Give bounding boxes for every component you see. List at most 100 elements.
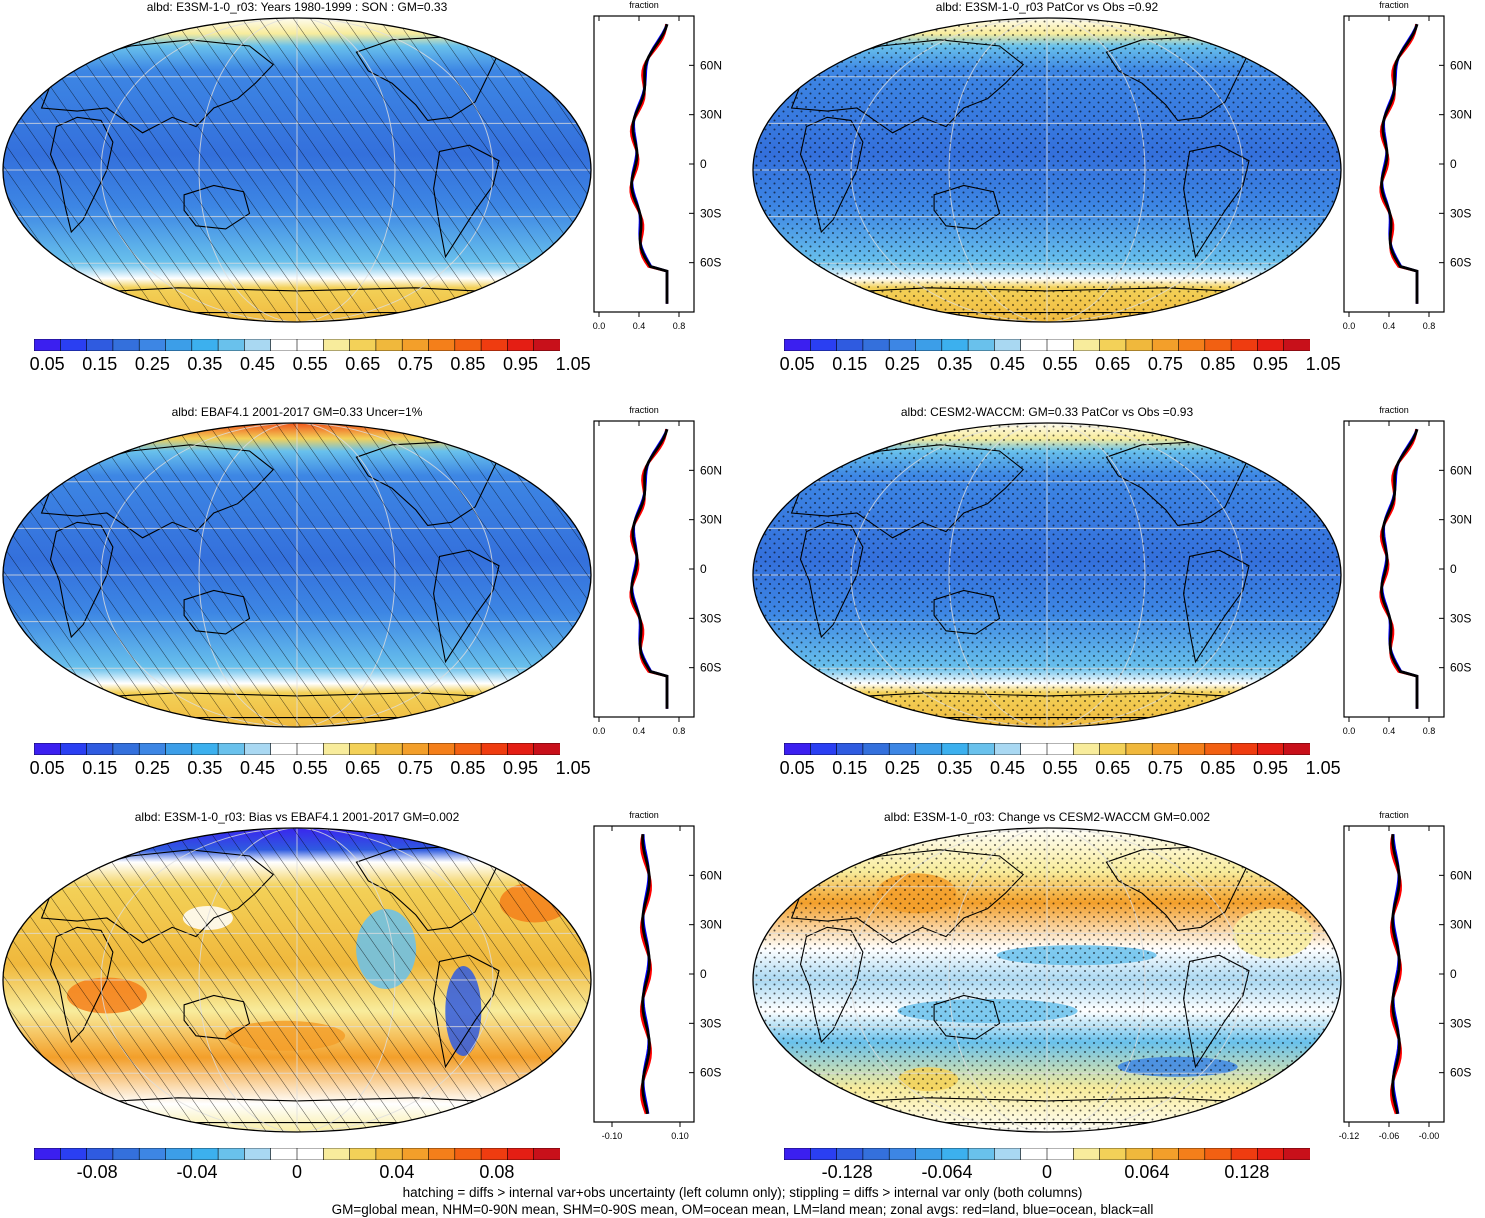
zonal-x-tick: 0.4: [633, 321, 646, 331]
colorbar-swatch: [86, 1148, 114, 1160]
colorbar-swatch: [1020, 743, 1048, 755]
zonal-lat-label: 0: [1450, 967, 1457, 981]
colorbar-label: 0.45: [990, 354, 1026, 374]
colorbar-label: 0.25: [884, 758, 920, 778]
colorbar-swatch: [270, 339, 298, 351]
colorbar-label: -0.128: [821, 1162, 873, 1182]
colorbar-swatch: [191, 339, 219, 351]
colorbar-label: 0.04: [379, 1162, 415, 1182]
zonal-x-tick: 0.0: [1343, 726, 1356, 736]
zonal-x-tick: 0.8: [1423, 726, 1436, 736]
colorbar-p6: [784, 1148, 1310, 1160]
zonal-x-tick: -0.10: [602, 1131, 623, 1141]
zonal-x-tick: -0.00: [1419, 1131, 1440, 1141]
zonal-lat-label: 60S: [1450, 1066, 1471, 1080]
zonal-lat-label: 0: [1450, 562, 1457, 576]
colorbar-swatch: [1178, 743, 1206, 755]
panel-title-p3: albd: EBAF4.1 2001-2017 GM=0.33 Uncer=1%: [171, 405, 423, 419]
colorbar-swatch: [994, 339, 1022, 351]
colorbar-swatch: [34, 339, 62, 351]
colorbar-swatch: [784, 743, 812, 755]
colorbar-swatch: [165, 743, 193, 755]
colorbar-swatch: [322, 1148, 351, 1160]
zonal-lat-label: 30N: [700, 918, 722, 932]
zonal-lat-label: 30S: [700, 1016, 721, 1030]
colorbar-p2: [784, 339, 1310, 351]
colorbar-label: 0.55: [292, 354, 328, 374]
colorbar-swatch: [809, 1148, 838, 1160]
colorbar-swatch: [34, 743, 62, 755]
zonal-lat-label: 60N: [1450, 58, 1472, 72]
colorbar-swatch: [165, 339, 193, 351]
zonal-curve: [630, 23, 669, 304]
colorbar-swatch: [270, 1148, 298, 1160]
colorbar-label: 0.95: [503, 758, 539, 778]
colorbar-swatch: [401, 1148, 430, 1160]
colorbar-label: 0.95: [503, 354, 539, 374]
panel-title-p4: albd: CESM2-WACCM: GM=0.33 PatCor vs Obs…: [900, 405, 1194, 419]
colorbar-label: 0.128: [1224, 1162, 1270, 1182]
colorbar-swatch: [1178, 1148, 1206, 1160]
colorbar-swatch: [507, 743, 535, 755]
colorbar-swatch: [322, 743, 351, 755]
map-panel-p5: [2, 827, 592, 1133]
zonal-lat-label: 0: [700, 157, 707, 171]
colorbar-swatch: [862, 743, 891, 755]
colorbar-swatch: [809, 743, 838, 755]
colorbar-label: 0.25: [134, 354, 170, 374]
colorbar-label: 0.35: [937, 758, 973, 778]
colorbar-label: 0.15: [832, 354, 868, 374]
colorbar-swatch: [112, 1148, 141, 1160]
colorbar-label: 0.05: [779, 758, 815, 778]
colorbar-swatch: [349, 743, 377, 755]
colorbar-label: 0: [291, 1162, 303, 1182]
zonal-x-tick: 0.4: [1383, 321, 1396, 331]
zonal-mean-plot-p5: fraction 60N 30N 0 30S 60S -0.10 0.10: [593, 810, 722, 1141]
zonal-lat-label: 0: [700, 967, 707, 981]
zonal-lat-label: 30S: [700, 611, 721, 625]
colorbar-swatch: [401, 743, 430, 755]
colorbar-label: -0.064: [921, 1162, 973, 1182]
colorbar-label: 0.35: [187, 758, 223, 778]
colorbar-swatch: [888, 339, 917, 351]
zonal-x-tick: -0.06: [1379, 1131, 1400, 1141]
colorbar-swatch: [784, 339, 812, 351]
colorbar-swatch: [967, 743, 996, 755]
colorbar-swatch: [915, 1148, 943, 1160]
colorbar-swatch: [967, 1148, 996, 1160]
zonal-title: fraction: [629, 405, 659, 415]
zonal-curve: [1391, 834, 1401, 1115]
colorbar-labels-p5: -0.08 -0.04 0 0.04 0.08: [34, 1162, 560, 1184]
colorbar-swatch: [941, 339, 969, 351]
colorbar-swatch: [165, 1148, 193, 1160]
colorbar-swatch: [191, 1148, 219, 1160]
zonal-title: fraction: [1379, 810, 1409, 820]
colorbar-swatch: [862, 1148, 891, 1160]
colorbar-labels-p6: -0.128 -0.064 0 0.064 0.128: [784, 1162, 1310, 1184]
colorbar-swatch: [1072, 743, 1101, 755]
colorbar-swatch: [888, 743, 917, 755]
colorbar-swatch: [1046, 743, 1075, 755]
colorbar-swatch: [86, 339, 114, 351]
colorbar-swatch: [375, 339, 403, 351]
zonal-x-tick: 0.8: [673, 726, 686, 736]
zonal-curve: [1379, 24, 1419, 304]
colorbar-swatch: [428, 339, 456, 351]
colorbar-label: 0.75: [397, 758, 433, 778]
colorbar-swatch: [296, 339, 325, 351]
colorbar-swatch: [1151, 1148, 1180, 1160]
colorbar-swatch: [217, 339, 246, 351]
panel-title-p2: albd: E3SM-1-0_r03 PatCor vs Obs =0.92: [935, 0, 1159, 14]
zonal-lat-label: 30S: [1450, 611, 1471, 625]
colorbar-swatch: [480, 339, 509, 351]
colorbar-p5: [34, 1148, 560, 1160]
zonal-lat-label: 30N: [1450, 108, 1472, 122]
colorbar-swatch: [1204, 1148, 1232, 1160]
panel-title-p5: albd: E3SM-1-0_r03: Bias vs EBAF4.1 2001…: [134, 810, 460, 824]
colorbar-swatch: [217, 1148, 246, 1160]
zonal-frame: [593, 420, 695, 718]
colorbar-swatch: [454, 339, 482, 351]
colorbar-swatch: [836, 339, 864, 351]
zonal-x-tick: -0.12: [1339, 1131, 1360, 1141]
zonal-frame: [1343, 420, 1445, 718]
